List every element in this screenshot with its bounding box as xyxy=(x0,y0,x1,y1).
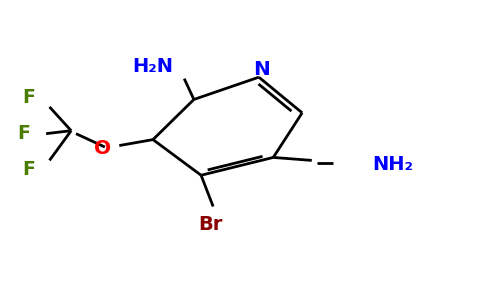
Text: F: F xyxy=(17,124,30,143)
Text: H₂N: H₂N xyxy=(133,57,173,76)
Text: N: N xyxy=(253,60,270,79)
Text: Br: Br xyxy=(198,215,223,234)
Text: NH₂: NH₂ xyxy=(372,155,413,174)
Text: O: O xyxy=(94,139,111,158)
Text: F: F xyxy=(22,88,35,107)
Text: F: F xyxy=(22,160,35,179)
